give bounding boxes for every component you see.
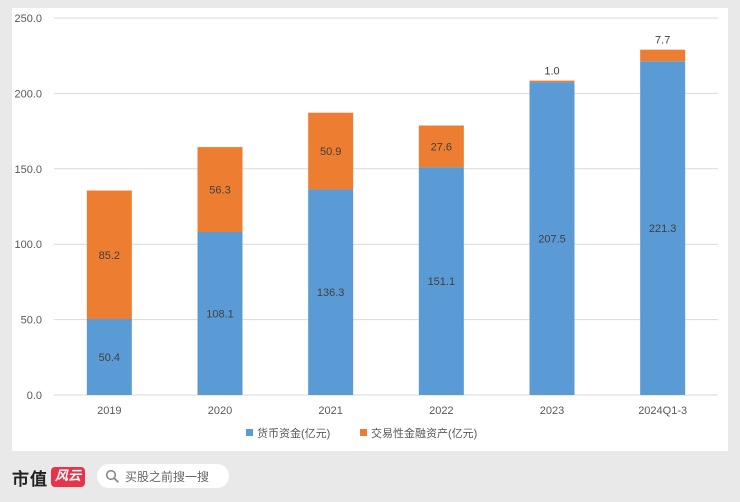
bar-segment: [197, 147, 243, 232]
brand-logo[interactable]: 市值 风云: [12, 465, 86, 490]
data-label: 1.0: [544, 66, 559, 78]
data-label: 56.3: [209, 185, 230, 197]
x-tick-label: 2019: [97, 405, 121, 417]
bar-segment: [86, 318, 132, 395]
y-tick-label: 200.0: [14, 88, 42, 100]
data-label: 50.9: [320, 146, 341, 158]
x-tick-label: 2020: [208, 405, 232, 417]
search-icon: [105, 469, 119, 483]
data-label: 151.1: [428, 276, 456, 288]
y-tick-label: 250.0: [14, 13, 42, 25]
bar-segment: [640, 49, 686, 62]
legend-label: 货币资金(亿元): [257, 426, 330, 440]
y-tick-label: 150.0: [14, 164, 42, 176]
x-tick-label: 2022: [429, 405, 453, 417]
bar-segment: [418, 125, 464, 168]
data-label: 108.1: [206, 308, 234, 320]
bar-segment: [308, 112, 354, 190]
bar-segment: [308, 189, 354, 395]
chart-card: 0.0 50.0 100.0 150.0 200.0 250.0 50.4 85.2 2019 1…: [12, 8, 728, 451]
footer-bar: 市值 风云 买股之前搜一搜: [0, 451, 740, 502]
y-tick-label: 100.0: [14, 239, 42, 251]
data-label: 7.7: [655, 35, 670, 47]
x-tick-label: 2024Q1-3: [638, 405, 687, 417]
y-tick-label: 50.0: [21, 315, 42, 327]
data-label: 85.2: [99, 250, 120, 262]
data-label: 50.4: [99, 352, 120, 364]
legend-label: 交易性金融资产(亿元): [371, 426, 477, 440]
search-placeholder: 买股之前搜一搜: [125, 469, 210, 484]
legend-swatch: [360, 429, 367, 436]
y-tick-label: 0.0: [27, 390, 42, 402]
bar-segment: [529, 82, 575, 395]
stacked-bar-chart: 0.0 50.0 100.0 150.0 200.0 250.0 50.4 85.2 2019 1…: [14, 13, 718, 440]
x-tick-label: 2023: [540, 405, 564, 417]
bar-segment: [86, 190, 132, 319]
x-tick-label: 2021: [318, 405, 342, 417]
search-box[interactable]: 买股之前搜一搜: [97, 464, 229, 488]
bar-segment: [640, 61, 686, 395]
bar-segment: [418, 167, 464, 395]
brand-name: 市值: [12, 469, 48, 490]
data-label: 27.6: [431, 141, 452, 153]
brand-badge: 风云: [51, 467, 86, 487]
legend-swatch: [246, 429, 253, 436]
data-label: 207.5: [538, 234, 566, 246]
data-label: 136.3: [317, 287, 345, 299]
data-label: 221.3: [649, 223, 677, 235]
bar-segment: [197, 231, 243, 395]
bar-segment: [529, 80, 575, 83]
